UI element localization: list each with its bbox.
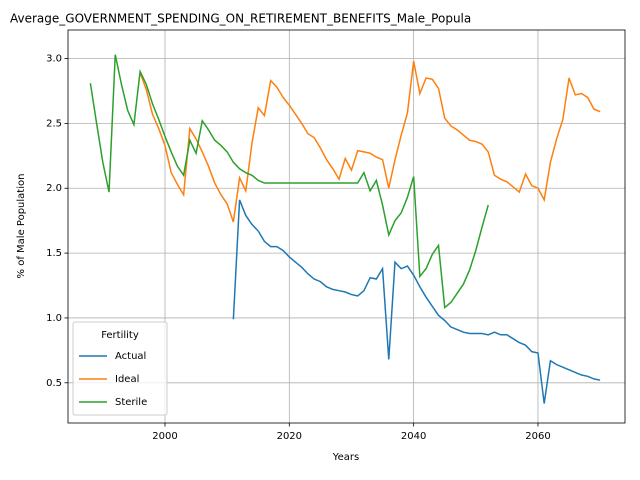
line-series [89, 54, 489, 310]
y-tick-label: 3.0 [46, 54, 62, 65]
legend: Fertility Actual Ideal Sterile [72, 321, 168, 416]
legend-title: Fertility [101, 330, 139, 341]
y-tick-label: 1.0 [46, 313, 62, 324]
x-tick-label: 2060 [525, 431, 550, 442]
x-tick-label: 2040 [401, 431, 426, 442]
legend-label: Actual [115, 351, 146, 362]
y-tick-label: 2.5 [46, 118, 62, 129]
legend-label: Ideal [115, 374, 139, 385]
line-series [232, 199, 601, 404]
legend-label: Sterile [115, 397, 147, 408]
y-tick-label: 1.5 [46, 248, 62, 259]
plot-area [89, 54, 601, 404]
y-axis-label: % of Male Population [16, 174, 27, 279]
axes-frame [67, 29, 626, 424]
y-tick-label: 2.0 [46, 183, 62, 194]
x-axis-label: Years [332, 452, 359, 463]
chart-title: Average_GOVERNMENT_SPENDING_ON_RETIREMEN… [10, 12, 471, 26]
line-series [139, 60, 601, 223]
legend-box [72, 321, 168, 416]
ticks: 2000 2020 2040 2060 0.5 1.0 1.5 2.0 2.5 3.0 [46, 54, 551, 442]
x-tick-label: 2020 [277, 431, 302, 442]
y-tick-label: 0.5 [46, 378, 62, 389]
x-tick-label: 2000 [152, 431, 177, 442]
